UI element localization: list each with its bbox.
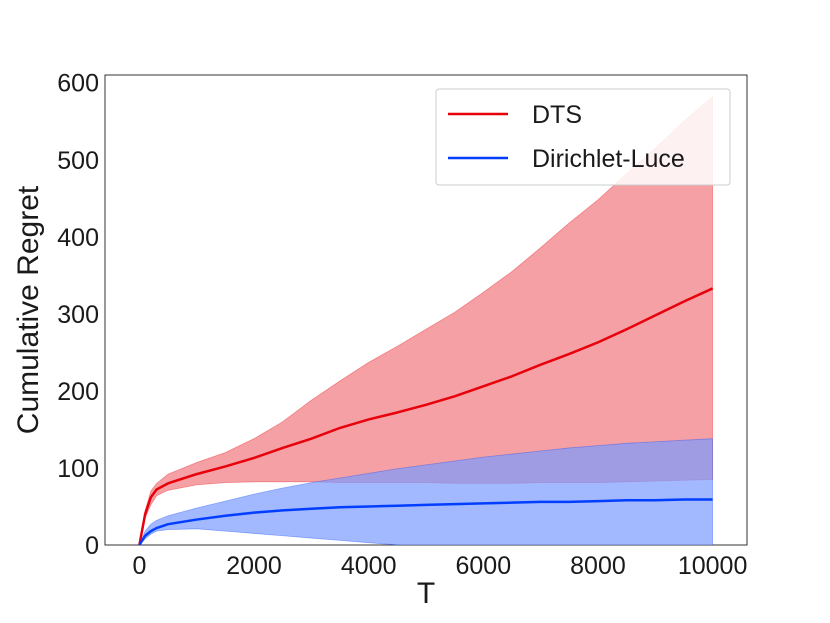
- legend-box: [435, 88, 731, 186]
- x-tick-label-6000: 6000: [456, 552, 512, 580]
- y-tick-label-0: 0: [85, 532, 99, 560]
- y-tick-label-400: 400: [57, 224, 99, 252]
- x-tick-label-4000: 4000: [341, 552, 397, 580]
- x-tick-label-2000: 2000: [226, 552, 282, 580]
- x-tick-label-10000: 10000: [678, 552, 748, 580]
- y-tick-label-600: 600: [57, 70, 99, 98]
- y-tick-label-100: 100: [57, 455, 99, 483]
- series-line-dts: [138, 287, 714, 545]
- x-axis-label: T: [417, 577, 435, 610]
- y-axis-label: Cumulative Regret: [12, 185, 45, 434]
- series-line-dirichlet-luce: [138, 498, 713, 545]
- y-tick-label-300: 300: [57, 301, 99, 329]
- confidence-band-dirichlet-luce: [139, 438, 714, 545]
- y-tick-label-500: 500: [57, 147, 99, 175]
- legend-label-dirichlet-luce: Dirichlet-Luce: [532, 145, 685, 173]
- legend-label-dts: DTS: [532, 101, 582, 129]
- x-tick-label-0: 0: [132, 552, 146, 580]
- confidence-band-dts: [138, 95, 714, 545]
- legend: DTS Dirichlet-Luce: [435, 88, 731, 186]
- x-tick-label-8000: 8000: [570, 552, 626, 580]
- y-tick-label-200: 200: [57, 378, 99, 406]
